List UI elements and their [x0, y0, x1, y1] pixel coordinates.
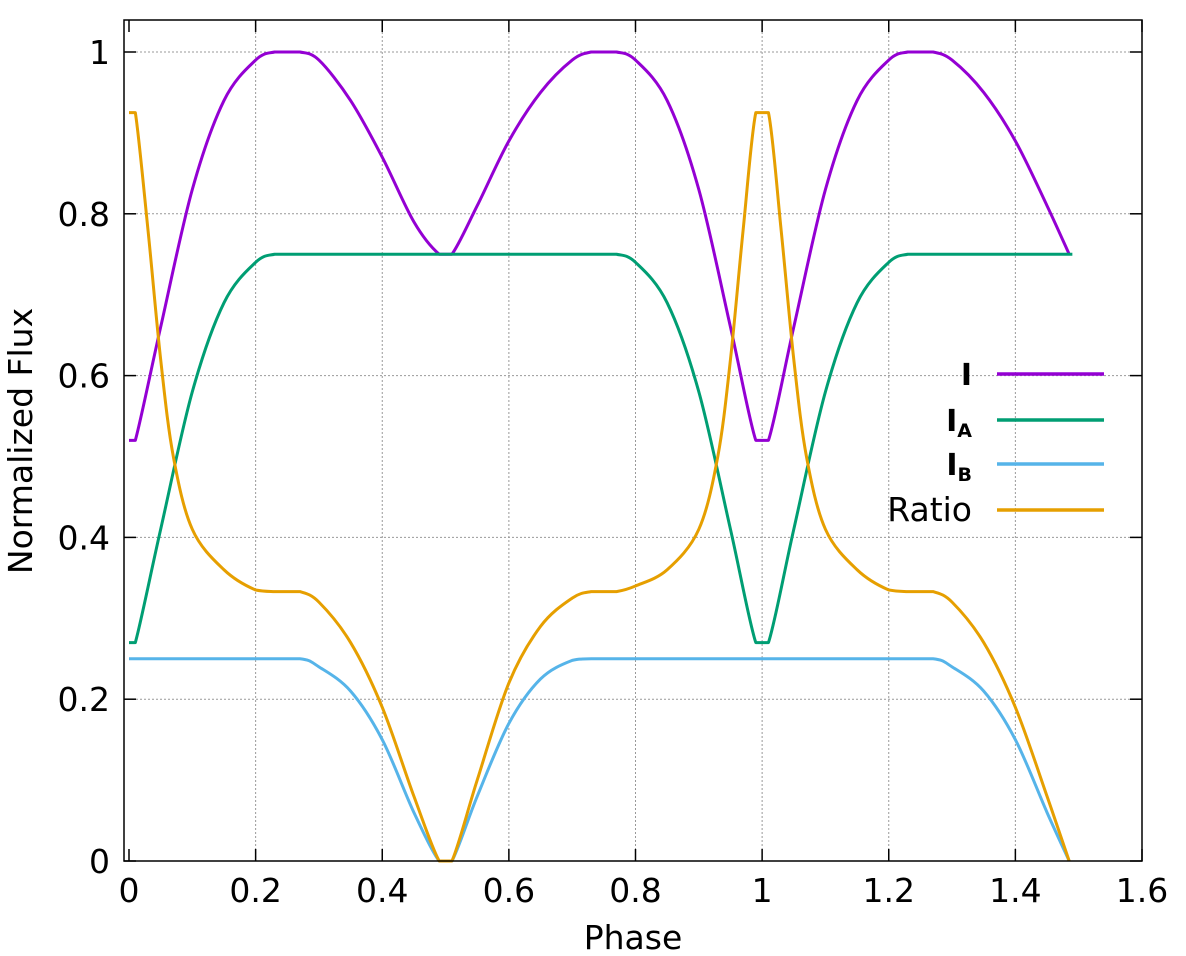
- x-tick-label: 0.2: [229, 871, 281, 910]
- x-tick-label: 1: [752, 871, 773, 910]
- series-line-i: [128, 50, 1071, 442]
- y-tick-label: 0: [89, 842, 110, 881]
- axis-ticks: 0 0.2 0.4 0.6 0.8 1 0 0.2 0.4 0.6 0.8 1 1.2 1.4 1.6: [58, 20, 1168, 910]
- legend-label: IA: [946, 404, 972, 442]
- y-tick-label: 0.4: [58, 518, 110, 557]
- x-tick-label: 1.4: [989, 871, 1041, 910]
- grid: [124, 20, 1142, 861]
- y-tick-label: 0.2: [58, 680, 110, 719]
- y-tick-label: 0.8: [58, 195, 110, 234]
- legend-entry-ib: IB: [946, 448, 1104, 486]
- x-axis-title: Phase: [584, 918, 683, 956]
- legend-label: IB: [946, 448, 972, 486]
- legend: I IA IB Ratio: [887, 358, 1104, 529]
- y-axis-title: Normalized Flux: [1, 308, 40, 574]
- legend-entry-ratio: Ratio: [887, 490, 1104, 529]
- y-tick-label: 0.6: [58, 357, 110, 396]
- legend-entry-ia: IA: [946, 404, 1104, 442]
- plot-frame: [123, 19, 1143, 862]
- series-line-ib: [128, 657, 1071, 863]
- legend-entry-i: I: [961, 358, 1104, 393]
- x-tick-label: 0.4: [356, 871, 408, 910]
- y-tick-label: 1: [89, 33, 110, 72]
- x-tick-label: 1.6: [1116, 871, 1168, 910]
- legend-label: Ratio: [887, 490, 972, 529]
- x-tick-label: 1.2: [863, 871, 915, 910]
- series-line-ratio: [128, 111, 1071, 863]
- x-tick-label: 0.8: [609, 871, 661, 910]
- series-lines: [128, 50, 1073, 863]
- legend-label: I: [961, 358, 972, 393]
- x-tick-label: 0: [119, 871, 140, 910]
- x-tick-label: 0.6: [483, 871, 535, 910]
- series-line-ia: [128, 252, 1073, 645]
